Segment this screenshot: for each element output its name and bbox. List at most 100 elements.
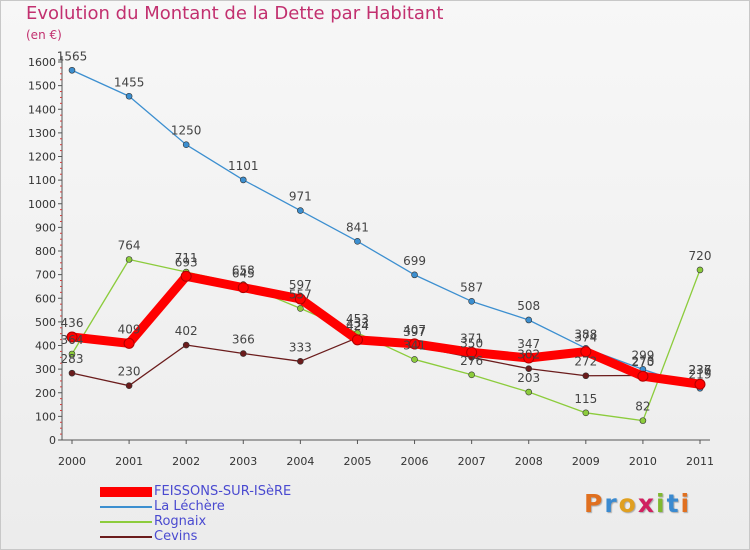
x-tick-label: 2002: [172, 455, 200, 468]
data-label: 1565: [57, 49, 88, 63]
data-label: 557: [289, 287, 312, 301]
data-label: 409: [118, 322, 141, 336]
data-label: 433: [346, 317, 369, 331]
y-tick-label: 300: [35, 363, 56, 376]
series-point-2: [125, 256, 133, 263]
x-tick-label: 2006: [401, 455, 429, 468]
series-point-3: [68, 369, 76, 377]
series-point-2: [297, 305, 304, 312]
legend-swatch-feissons: [100, 487, 152, 497]
series-point-0: [294, 293, 306, 305]
series-point-2: [468, 371, 475, 379]
data-label: 436: [61, 316, 84, 330]
series-point-0: [466, 346, 478, 358]
data-label: 971: [289, 190, 312, 204]
series-point-1: [182, 141, 190, 148]
data-label: 302: [517, 348, 540, 362]
y-tick-label: 400: [35, 340, 56, 353]
data-label: 341: [403, 338, 426, 352]
data-label: 272: [574, 355, 597, 369]
data-label: 366: [232, 333, 255, 347]
y-tick-label: 1500: [28, 80, 56, 93]
x-tick-label: 2001: [115, 455, 143, 468]
series-point-0: [237, 282, 249, 294]
series-point-3: [297, 358, 304, 365]
y-tick-label: 800: [35, 245, 56, 258]
data-label: 283: [61, 352, 84, 366]
series-point-2: [696, 266, 704, 274]
data-label: 720: [689, 249, 712, 263]
legend-label-feissons: FEISSONS-SUR-ISèRE: [154, 484, 292, 499]
series-point-1: [468, 298, 475, 305]
y-tick-label: 500: [35, 316, 56, 329]
series-point-0: [637, 370, 649, 382]
y-tick-label: 600: [35, 292, 56, 305]
x-tick-label: 2005: [343, 455, 371, 468]
series-point-0: [123, 337, 135, 349]
data-label: 270: [631, 355, 654, 369]
data-label: 508: [517, 299, 540, 313]
data-label: 764: [118, 239, 141, 253]
x-tick-label: 2009: [572, 455, 600, 468]
series-point-1: [239, 176, 247, 184]
legend-swatch-cevins: [100, 536, 152, 538]
series-point-1: [354, 238, 361, 245]
series-point-2: [582, 409, 590, 417]
series-point-0: [66, 331, 78, 343]
series-point-0: [523, 352, 535, 364]
data-label: 1455: [114, 75, 145, 89]
series-point-1: [525, 316, 533, 324]
data-labels: 1565 1455 1250 1101 971 841 699 587 508 388 299 219…: [57, 49, 712, 413]
data-label: 364: [61, 333, 84, 347]
data-label: 397: [403, 325, 426, 339]
data-label: 299: [631, 348, 654, 362]
y-tick-label: 200: [35, 387, 56, 400]
legend-label-la-lechere: La Léchère: [154, 499, 225, 514]
data-label: 388: [574, 327, 597, 341]
series-point-0: [409, 338, 421, 350]
data-label: 333: [289, 340, 312, 354]
series-point-1: [68, 66, 76, 74]
y-tick-label: 1200: [28, 151, 56, 164]
series-point-0: [351, 334, 363, 346]
x-tick-label: 2007: [458, 455, 486, 468]
data-label: 230: [118, 365, 141, 379]
data-label: 658: [232, 264, 255, 278]
data-label: 371: [460, 331, 483, 345]
data-label: 1250: [171, 124, 202, 138]
chart-subtitle: (en €): [26, 28, 62, 42]
x-tick-label: 2000: [58, 455, 86, 468]
data-label: 699: [403, 254, 426, 268]
data-label: 347: [517, 337, 540, 351]
x-tick-label: 2010: [629, 455, 657, 468]
series-point-2: [68, 350, 76, 358]
y-tick-label: 1000: [28, 198, 56, 211]
data-label: 237: [689, 363, 712, 377]
axes: 0 100 200 300 400 500 600 700 800 900 1000 1100 1200…: [28, 56, 714, 468]
data-label: 236: [689, 363, 712, 377]
chart-title: Evolution du Montant de la Dette par Hab…: [26, 3, 444, 24]
data-label: 219: [689, 367, 712, 381]
series-point-3: [525, 365, 533, 372]
series-layer: [66, 66, 706, 424]
data-label: 841: [346, 220, 369, 234]
y-tick-label: 1100: [28, 174, 56, 187]
y-tick-label: 1300: [28, 127, 56, 140]
data-label: 115: [574, 392, 597, 406]
legend-swatch-rognaix: [100, 521, 152, 523]
y-tick-label: 100: [35, 410, 56, 423]
x-tick-label: 2004: [286, 455, 314, 468]
y-tick-label: 900: [35, 221, 56, 234]
series-point-0: [694, 378, 706, 390]
series-line-0: [67, 271, 705, 389]
series-point-3: [182, 341, 190, 349]
data-label: 597: [289, 278, 312, 292]
data-label: 645: [232, 267, 255, 281]
series-point-0: [180, 270, 192, 282]
data-label: 273: [631, 355, 654, 369]
series-point-1: [411, 271, 418, 279]
data-label: 82: [635, 400, 650, 414]
data-label: 407: [403, 323, 426, 337]
data-label: 1101: [228, 159, 259, 173]
